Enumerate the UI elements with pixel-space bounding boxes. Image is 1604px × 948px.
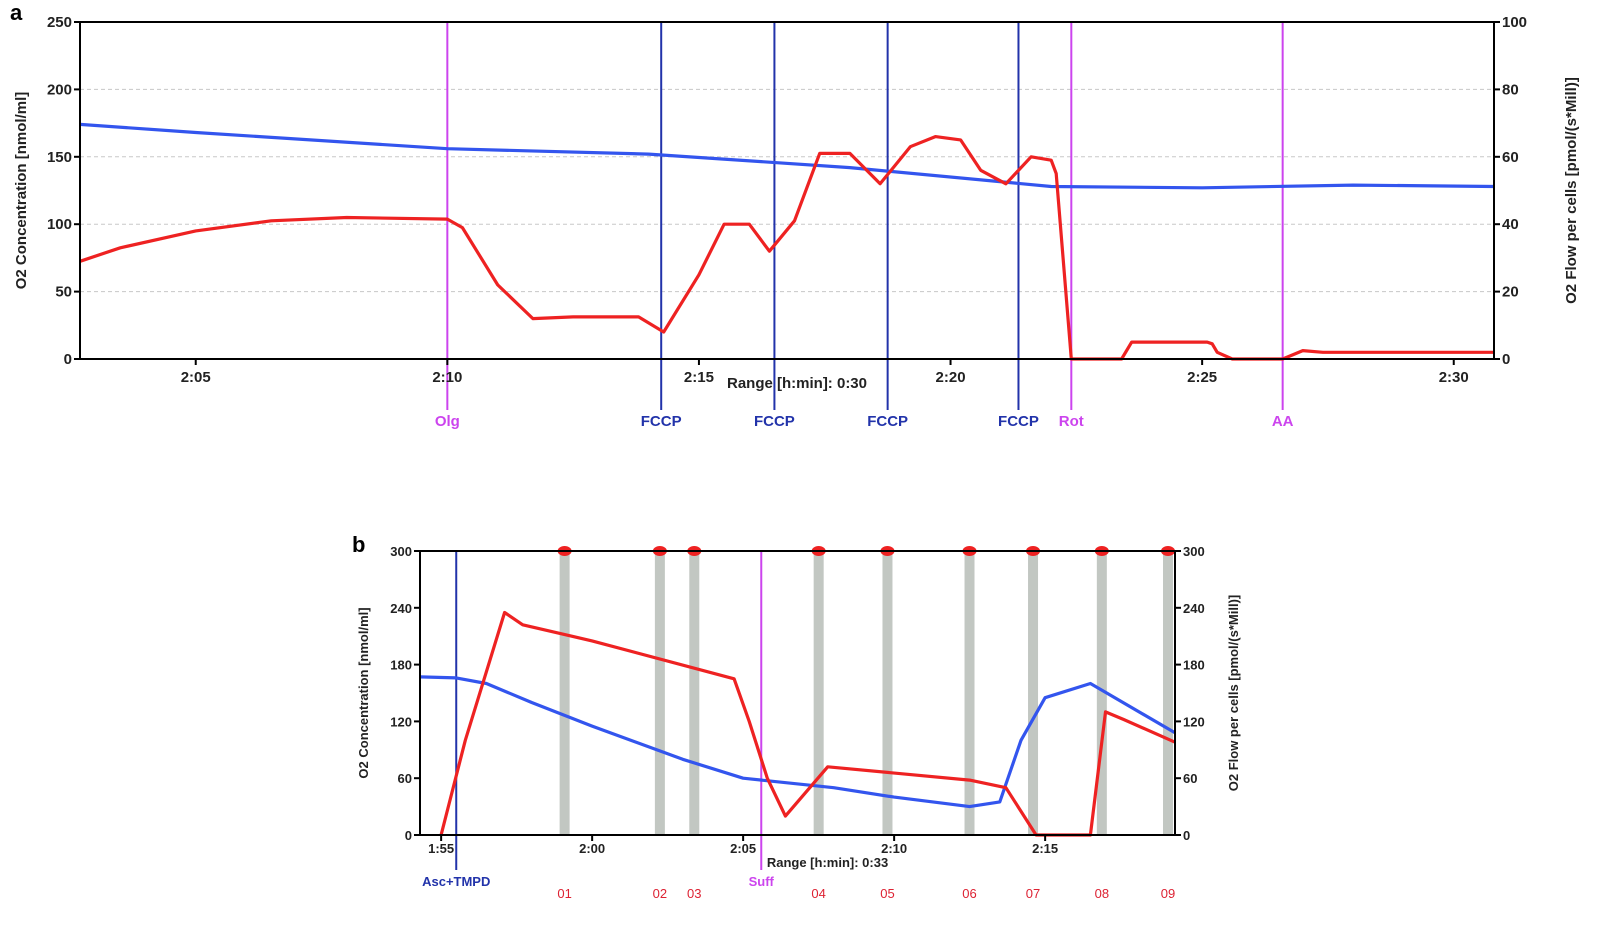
x-tick-label: 2:00	[579, 841, 605, 856]
plot-frame	[79, 21, 1495, 360]
x-tick-label: 2:30	[1439, 369, 1469, 386]
event-bar	[964, 551, 975, 835]
x-tick-label: 2:20	[936, 369, 966, 386]
y-tick-label-right: 40	[1502, 216, 1519, 233]
y-tick-label-left: 100	[47, 216, 72, 233]
panel-label: a	[10, 0, 23, 25]
x-tick-label: 2:15	[684, 369, 714, 386]
event-bar	[1163, 551, 1173, 835]
x-axis-range-label: Range [h:min]: 0:30	[727, 375, 867, 392]
plot-frame	[419, 550, 1176, 836]
event-bar	[813, 551, 824, 835]
injection-marker-label: FCCP	[867, 413, 908, 430]
injection-marker-label: FCCP	[641, 413, 682, 430]
event-label: 05	[880, 886, 894, 901]
injection-marker-label: Suff	[749, 874, 775, 889]
y-tick-label-right: 0	[1502, 351, 1510, 368]
o2-concentration-line	[419, 675, 1176, 809]
o2-flow-line	[439, 610, 1176, 837]
y-axis-title-left: O2 Concentration [nmol/ml]	[13, 92, 30, 290]
x-tick-label: 2:10	[432, 369, 462, 386]
y-tick-label-right: 180	[1183, 658, 1205, 673]
event-bar	[1096, 551, 1107, 835]
x-tick-label: 2:15	[1032, 841, 1058, 856]
panel-b: b 01 02 03 04 05 06 07 08 09 Asc+TMPD Suff 0 60 120 180…	[352, 532, 1241, 901]
event-label: 04	[811, 886, 825, 901]
injection-marker-label: Olg	[435, 413, 460, 430]
x-axis-range-label: Range [h:min]: 0:33	[767, 855, 888, 870]
event-bar	[689, 551, 700, 835]
y-tick-label-left: 300	[390, 544, 412, 559]
x-tick-label: 2:10	[881, 841, 907, 856]
y-tick-label-left: 250	[47, 14, 72, 31]
y-tick-label-right: 0	[1183, 828, 1190, 843]
y-tick-label-right: 80	[1502, 81, 1519, 98]
y-axis-title-right: O2 Flow per cells [pmol/(s*Mill)]	[1563, 77, 1580, 304]
injection-marker-label: FCCP	[998, 413, 1039, 430]
event-bar	[559, 551, 570, 835]
y-axis-title-left: O2 Concentration [nmol/ml]	[356, 607, 371, 778]
injection-marker-label: AA	[1272, 413, 1294, 430]
y-tick-label-right: 100	[1502, 14, 1527, 31]
injection-marker-label: Asc+TMPD	[422, 874, 490, 889]
y-tick-label-left: 200	[47, 81, 72, 98]
y-tick-label-left: 60	[398, 771, 412, 786]
event-label: 03	[687, 886, 701, 901]
o2-flow-line	[79, 135, 1494, 361]
event-bar	[1028, 551, 1039, 835]
y-axis-title-right: O2 Flow per cells [pmol/(s*Mill)]	[1226, 595, 1241, 791]
event-label: 06	[962, 886, 976, 901]
event-label: 02	[653, 886, 667, 901]
injection-marker-label: FCCP	[754, 413, 795, 430]
y-tick-label-left: 150	[47, 149, 72, 166]
event-label: 09	[1161, 886, 1175, 901]
event-bar	[654, 551, 665, 835]
y-tick-label-right: 240	[1183, 601, 1205, 616]
x-tick-label: 2:05	[730, 841, 756, 856]
y-tick-label-right: 20	[1502, 284, 1519, 301]
y-tick-label-left: 0	[64, 351, 72, 368]
y-tick-label-left: 0	[405, 828, 412, 843]
event-bar	[882, 551, 893, 835]
panel-label: b	[352, 532, 365, 557]
injection-marker-label: Rot	[1059, 413, 1084, 430]
event-label: 08	[1095, 886, 1109, 901]
y-tick-label-right: 120	[1183, 714, 1205, 729]
y-tick-label-left: 240	[390, 601, 412, 616]
x-tick-label: 2:25	[1187, 369, 1217, 386]
y-tick-label-left: 50	[55, 284, 72, 301]
x-tick-label: 1:55	[428, 841, 454, 856]
o2-concentration-line	[79, 122, 1495, 190]
event-label: 01	[557, 886, 571, 901]
x-tick-label: 2:05	[181, 369, 211, 386]
y-tick-label-right: 300	[1183, 544, 1205, 559]
y-tick-label-left: 120	[390, 714, 412, 729]
y-tick-label-right: 60	[1183, 771, 1197, 786]
event-label: 07	[1026, 886, 1040, 901]
y-tick-label-left: 180	[390, 658, 412, 673]
y-tick-label-right: 60	[1502, 149, 1519, 166]
